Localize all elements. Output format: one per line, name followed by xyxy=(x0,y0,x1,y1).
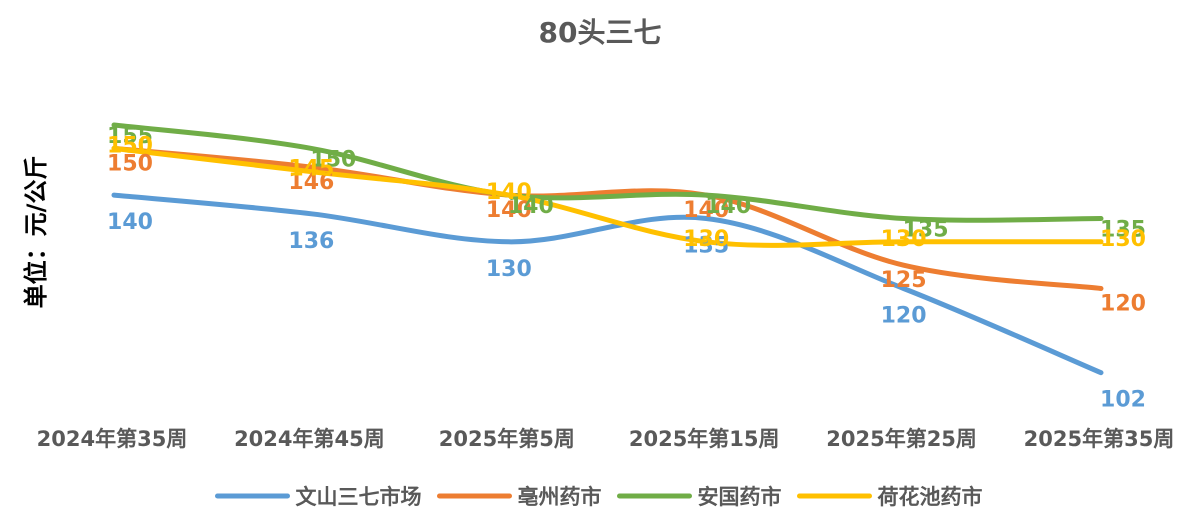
data-label: 130 xyxy=(1100,227,1146,252)
x-tick-label: 2024年第35周 xyxy=(37,427,188,451)
x-tick-label: 2025年第5周 xyxy=(439,427,575,451)
data-label: 120 xyxy=(1100,292,1146,317)
data-label: 125 xyxy=(881,268,927,293)
data-label: 140 xyxy=(486,180,532,205)
data-label: 150 xyxy=(107,151,153,176)
data-label: 130 xyxy=(486,257,532,282)
legend-label: 荷花池药市 xyxy=(878,485,983,509)
data-label: 140 xyxy=(486,198,532,223)
data-label: 130 xyxy=(881,227,927,252)
x-axis-tick-labels: 2024年第35周 2024年第45周 2025年第5周 2025年第15周 2025年… xyxy=(37,427,1175,451)
series-line xyxy=(111,145,1104,291)
data-label: 155 xyxy=(107,124,153,149)
x-tick-label: 2025年第25周 xyxy=(826,427,977,451)
legend-item: 安国药市 xyxy=(617,485,782,509)
data-label: 135 xyxy=(683,234,729,259)
series-layer xyxy=(111,122,1104,376)
data-label: 140 xyxy=(705,194,751,219)
x-tick-label: 2025年第35周 xyxy=(1024,427,1175,451)
y-axis-label: 单位：元/公斤 xyxy=(22,156,50,309)
data-label: 130 xyxy=(683,227,729,252)
data-label: 135 xyxy=(903,218,949,243)
series-line xyxy=(111,145,1104,248)
chart-title: 80头三七 xyxy=(539,16,662,49)
data-label: 145 xyxy=(288,157,334,182)
data-label: 150 xyxy=(310,147,356,172)
legend-item: 亳州药市 xyxy=(437,485,602,509)
legend-item: 文山三七市场 xyxy=(215,485,422,509)
data-label: 135 xyxy=(1100,218,1146,243)
legend-label: 安国药市 xyxy=(698,485,782,509)
data-label: 150 xyxy=(107,133,153,158)
x-tick-label: 2024年第45周 xyxy=(234,427,385,451)
data-label: 146 xyxy=(288,170,334,195)
x-tick-label: 2025年第15周 xyxy=(629,427,780,451)
series-line xyxy=(111,192,1104,376)
data-label: 140 xyxy=(107,210,153,235)
legend-label: 文山三七市场 xyxy=(296,485,422,509)
legend: 文山三七市场 亳州药市 安国药市 荷花池药市 xyxy=(215,485,983,509)
data-label: 140 xyxy=(683,198,729,223)
legend-label: 亳州药市 xyxy=(518,485,602,509)
legend-item: 荷花池药市 xyxy=(797,485,983,509)
series-line xyxy=(111,122,1104,223)
data-label: 120 xyxy=(881,304,927,329)
data-label: 102 xyxy=(1100,388,1146,413)
data-label: 136 xyxy=(288,229,334,254)
data-label: 140 xyxy=(508,194,554,219)
